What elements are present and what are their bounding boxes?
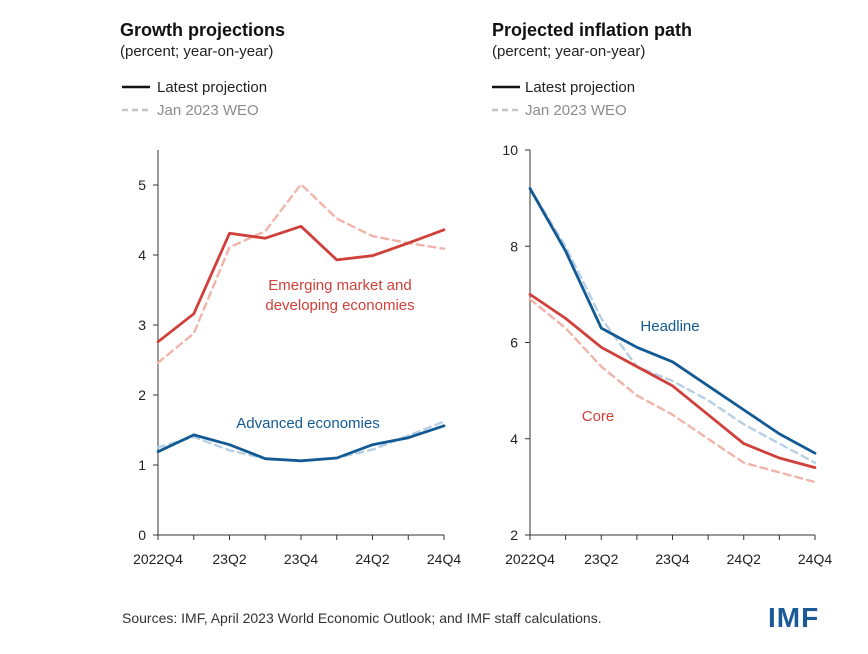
inflation-y-tick-label: 4 bbox=[510, 431, 518, 447]
inflation-annotation-headline: Headline bbox=[640, 318, 699, 335]
growth-y-tick-label: 1 bbox=[138, 457, 146, 473]
inflation-y-tick-label: 6 bbox=[510, 335, 518, 351]
inflation-chart-subtitle: (percent; year-on-year) bbox=[492, 43, 645, 60]
inflation-x-tick-label: 24Q4 bbox=[798, 551, 832, 567]
growth-annotation-emerging-market-and: Emerging market and bbox=[268, 277, 411, 294]
growth-y-tick-label: 4 bbox=[138, 247, 146, 263]
growth-legend-jan: Jan 2023 WEO bbox=[157, 102, 259, 119]
growth-y-tick-label: 2 bbox=[138, 387, 146, 403]
inflation-legend-latest: Latest projection bbox=[525, 79, 635, 96]
inflation-y-tick-label: 10 bbox=[502, 142, 518, 158]
growth-annotation-advanced-economies: Advanced economies bbox=[236, 415, 379, 432]
inflation-y-tick-label: 2 bbox=[510, 527, 518, 543]
growth-legend-latest: Latest projection bbox=[157, 79, 267, 96]
inflation-plot-area: 2 4 6 8 10 2022Q4 23Q2 23Q4 24Q2 24Q4 Headline Core bbox=[502, 142, 832, 567]
emerging-market-and-developing-economies-latest-line bbox=[156, 224, 446, 344]
inflation-x-tick-label: 2022Q4 bbox=[505, 551, 555, 567]
growth-chart-title: Growth projections bbox=[120, 20, 285, 40]
inflation-x-tick-label: 23Q2 bbox=[584, 551, 618, 567]
growth-x-tick-label: 24Q4 bbox=[427, 551, 461, 567]
growth-y-tick-label: 5 bbox=[138, 177, 146, 193]
inflation-annotation-core: Core bbox=[582, 408, 615, 425]
headline-jan-2023-line bbox=[528, 187, 817, 464]
emerging-market-and-developing-economies-jan-2023-line bbox=[156, 183, 446, 364]
growth-plot-area: 0 1 2 3 4 5 2022Q4 23Q2 23Q4 24Q2 24Q4 Emerging mar… bbox=[133, 150, 461, 567]
growth-x-tick-label: 23Q2 bbox=[212, 551, 246, 567]
inflation-x-tick-label: 23Q4 bbox=[655, 551, 689, 567]
growth-chart-subtitle: (percent; year-on-year) bbox=[120, 43, 273, 60]
advanced-economies-latest-line bbox=[156, 424, 446, 463]
inflation-chart-title: Projected inflation path bbox=[492, 20, 692, 40]
imf-logo: IMF bbox=[768, 602, 819, 633]
growth-x-tick-label: 24Q2 bbox=[355, 551, 389, 567]
growth-y-tick-label: 3 bbox=[138, 317, 146, 333]
growth-annotation-developing-economies: developing economies bbox=[265, 297, 414, 314]
core-jan-2023-line bbox=[528, 298, 817, 484]
core-latest-line bbox=[528, 292, 817, 470]
inflation-legend-jan: Jan 2023 WEO bbox=[525, 102, 627, 119]
growth-x-tick-label: 2022Q4 bbox=[133, 551, 183, 567]
source-note: Sources: IMF, April 2023 World Economic … bbox=[122, 610, 602, 626]
inflation-x-tick-label: 24Q2 bbox=[727, 551, 761, 567]
growth-y-tick-label: 0 bbox=[138, 527, 146, 543]
inflation-y-tick-label: 8 bbox=[510, 238, 518, 254]
headline-latest-line bbox=[528, 187, 817, 455]
growth-x-tick-label: 23Q4 bbox=[284, 551, 318, 567]
